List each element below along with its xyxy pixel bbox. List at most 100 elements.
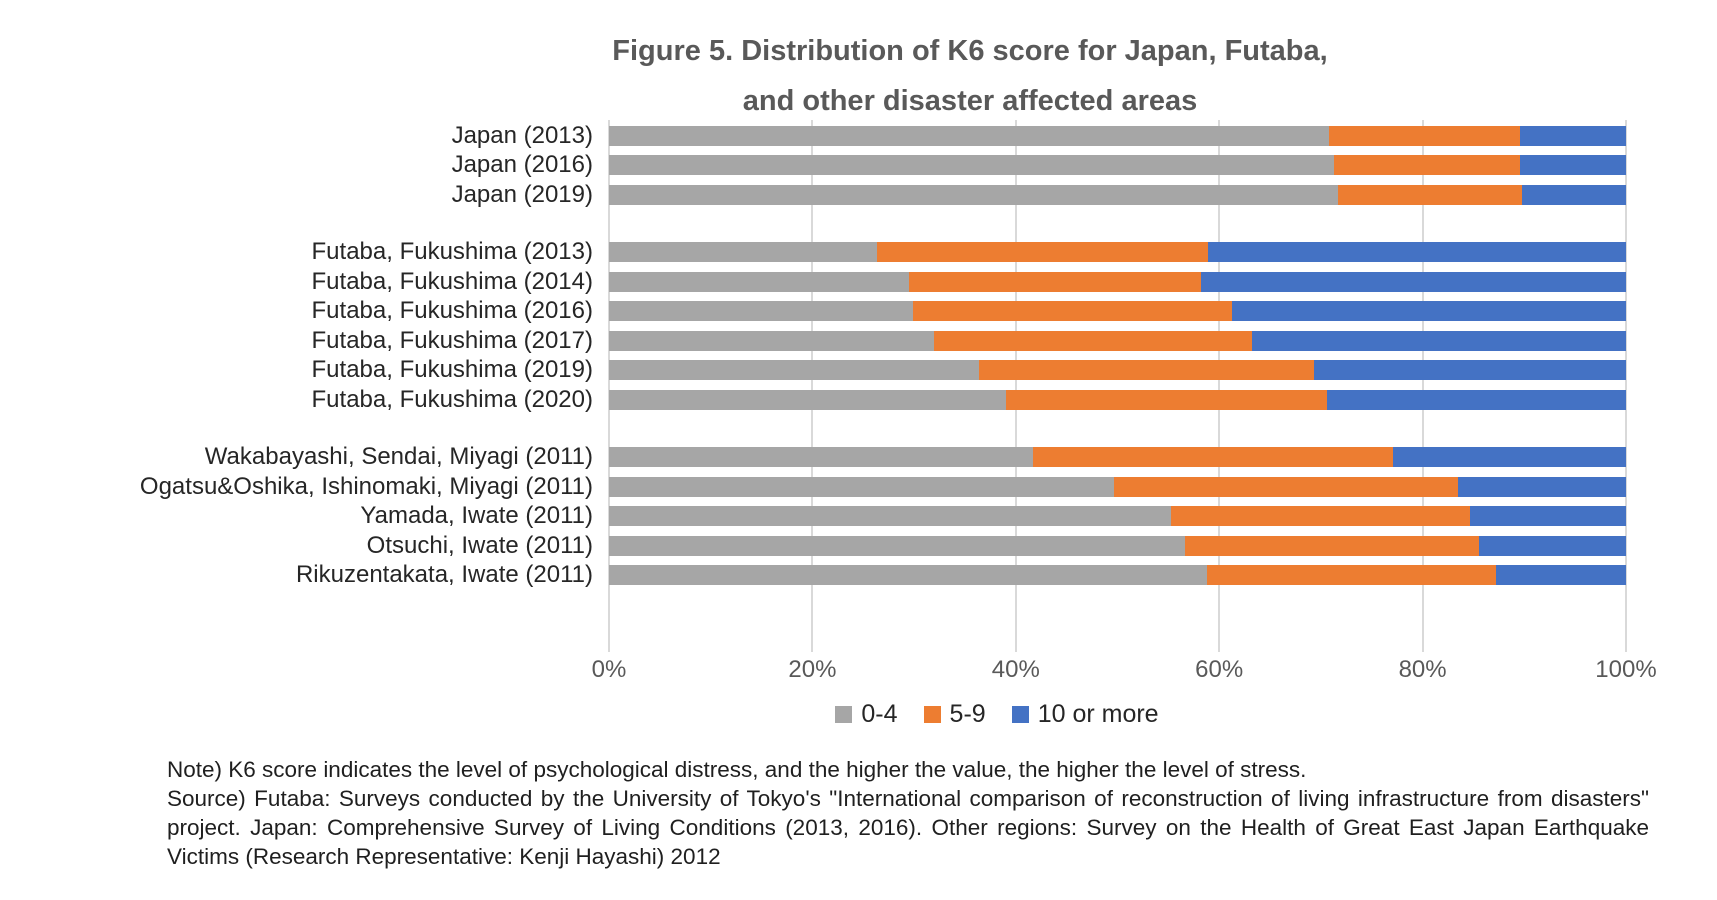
bar-segment-5-9 [934,330,1252,351]
bar-segment-10-or-more [1232,301,1626,322]
bar-track [609,389,1626,410]
x-axis-tick-label: 60% [1195,656,1244,683]
legend-swatch-10-or-more [1011,706,1029,723]
bar-segment-0-4 [609,125,1330,146]
row-label: Futaba, Fukushima (2020) [311,385,593,413]
chart-row: Rikuzentakata, Iwate (2011) [0,561,1640,591]
bar-segment-0-4 [609,271,909,292]
row-label: Futaba, Fukushima (2013) [311,238,593,266]
notes: Note) K6 score indicates the level of ps… [167,755,1649,871]
bar-segment-10-or-more [1522,184,1626,205]
chart-row: Japan (2013) [0,121,1640,151]
bar-track [609,360,1626,381]
bar-segment-0-4 [609,360,980,381]
bar-segment-5-9 [913,301,1233,322]
bar-track [609,506,1626,527]
row-label: Yamada, Iwate (2011) [360,502,593,530]
bar-segment-5-9 [1338,184,1523,205]
bar-track [609,184,1626,205]
bar-segment-0-4 [609,389,1006,410]
bar-segment-5-9 [1114,476,1459,497]
bar-track [609,242,1626,263]
legend-item: 0-4 [835,700,898,729]
bar-segment-5-9 [1329,125,1521,146]
bar-track [609,271,1626,292]
bar-segment-5-9 [909,271,1201,292]
bar-rows: Japan (2013) Japan (2016) Japan (2019) Futa… [0,121,1640,590]
chart-row: Futaba, Fukushima (2014) [0,267,1640,297]
row-label: Japan (2013) [451,121,593,149]
row-label: Futaba, Fukushima (2017) [311,326,593,354]
bar-segment-5-9 [877,242,1208,263]
chart-row: Futaba, Fukushima (2020) [0,385,1640,415]
legend-label: 0-4 [861,700,898,728]
row-label: Futaba, Fukushima (2016) [311,297,593,325]
bar-segment-5-9 [1171,506,1471,527]
x-axis-tick-label: 80% [1398,656,1447,683]
bar-segment-0-4 [609,535,1185,556]
bar-segment-5-9 [1334,155,1521,176]
bar-segment-0-4 [609,447,1034,468]
bar-segment-10-or-more [1200,271,1626,292]
chart-title-line2: and other disaster affected areas [742,85,1198,117]
bar-segment-0-4 [609,184,1339,205]
chart-row: Futaba, Fukushima (2017) [0,326,1640,356]
row-label: Otsuchi, Iwate (2011) [366,531,593,559]
bar-segment-5-9 [1005,389,1327,410]
chart-row: Futaba, Fukushima (2019) [0,356,1640,386]
row-label: Futaba, Fukushima (2014) [311,267,593,295]
note-text: Note) K6 score indicates the level of ps… [167,757,1307,782]
legend-swatch-5-9 [923,706,941,723]
x-axis: 0% 20% 40% 60% 80% 100% [592,656,1657,686]
bar-segment-10-or-more [1458,476,1626,497]
bar-segment-10-or-more [1326,389,1626,410]
bar-segment-10-or-more [1208,242,1626,263]
bar-track [609,447,1626,468]
chart-row: Yamada, Iwate (2011) [0,502,1640,532]
legend-swatch-0-4 [835,706,853,723]
chart-row: Futaba, Fukushima (2016) [0,297,1640,327]
row-label: Wakabayashi, Sendai, Miyagi (2011) [204,443,593,471]
row-label: Ogatsu&Oshika, Ishinomaki, Miyagi (2011) [139,472,593,500]
bar-segment-10-or-more [1251,330,1626,351]
gridline-60% [1218,120,1221,652]
bar-segment-0-4 [609,476,1115,497]
group-spacer [0,210,1640,238]
bar-segment-10-or-more [1470,506,1626,527]
chart-row: Wakabayashi, Sendai, Miyagi (2011) [0,443,1640,473]
x-axis-tick-label: 20% [788,656,837,683]
bar-segment-10-or-more [1478,535,1626,556]
chart-row: Japan (2016) [0,151,1640,181]
bar-segment-10-or-more [1313,360,1626,381]
x-axis-tick-label: 40% [991,656,1040,683]
x-axis-tick-label: 0% [591,656,627,683]
bar-segment-5-9 [1033,447,1394,468]
plot-area [608,120,1627,652]
source-text: Source) Futaba: Surveys conducted by the… [167,786,1649,869]
bar-segment-0-4 [609,565,1207,586]
bar-track [609,535,1626,556]
chart-row: Ogatsu&Oshika, Ishinomaki, Miyagi (2011) [0,472,1640,502]
group-spacer [0,415,1640,443]
chart-row: Futaba, Fukushima (2013) [0,238,1640,268]
gridline-80% [1421,120,1424,652]
legend-label: 10 or more [1037,700,1159,728]
bar-segment-10-or-more [1495,565,1626,586]
bar-segment-0-4 [609,155,1335,176]
legend-item: 10 or more [1011,700,1159,729]
bar-segment-0-4 [609,301,914,322]
legend-item: 5-9 [923,700,986,729]
bar-segment-0-4 [609,330,935,351]
bar-segment-10-or-more [1393,447,1626,468]
chart-row: Japan (2019) [0,180,1640,210]
x-axis-tick-label: 100% [1595,656,1657,683]
gridline-100% [1625,120,1627,652]
bar-track [609,565,1626,586]
bar-segment-0-4 [609,506,1172,527]
bar-segment-0-4 [609,242,878,263]
bar-track [609,125,1626,146]
chart-title-line1: Figure 5. Distribution of K6 score for J… [612,35,1328,67]
bar-segment-5-9 [1184,535,1479,556]
gridline-40% [1014,120,1017,652]
